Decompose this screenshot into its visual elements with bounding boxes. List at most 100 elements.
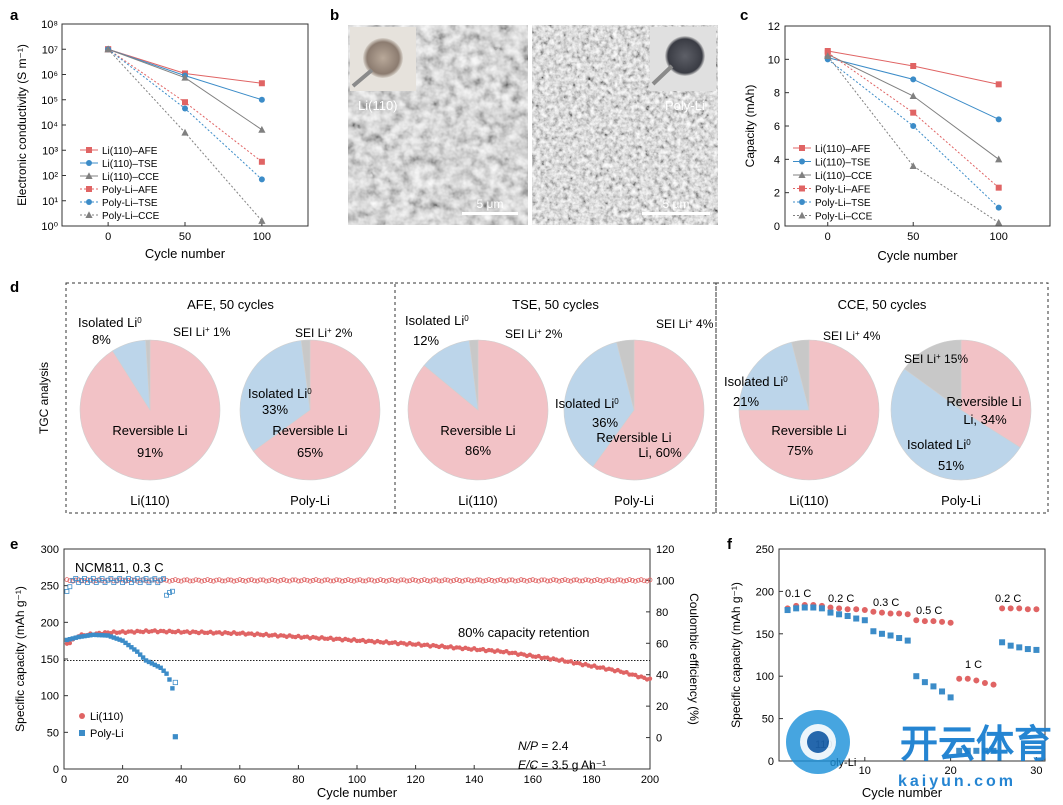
slice-label-isolated: Isolated Li0	[724, 374, 788, 389]
slice-label-isolated: Isolated Li0	[907, 437, 971, 452]
chart-a-conductivity: 10⁰ 10¹ 10² 10³ 10⁴ 10⁵ 10⁶ 10⁷ 10⁸ 0 50 100 Cycle n…	[15, 19, 309, 261]
slice-label-reversible: Reversible Li	[112, 423, 187, 438]
slice-pct-isolated: 36%	[592, 415, 618, 430]
pie-slice-sei	[903, 339, 962, 411]
data-point	[1024, 646, 1031, 653]
slice-pct-reversible: 65%	[297, 445, 323, 460]
capacity-point-polyli	[146, 659, 152, 665]
data-point	[995, 81, 1002, 88]
ce-point-li110	[436, 578, 442, 584]
y-tick-label: 0	[774, 221, 780, 233]
ce-point-li110	[612, 578, 618, 584]
ce-point-li110	[275, 578, 281, 584]
ce-point-li110	[254, 578, 260, 584]
legend-marker	[86, 199, 92, 205]
ce-point-li110	[524, 578, 530, 584]
data-point	[913, 617, 920, 624]
ce-point-li110	[504, 578, 509, 584]
legend-label: Poly-Li–CCE	[815, 212, 873, 223]
ce-point-li110	[404, 578, 410, 584]
legend-marker	[86, 186, 92, 192]
legend-marker	[798, 211, 806, 219]
ce-point-li110	[205, 577, 210, 583]
pie-slice-reversible	[960, 339, 1032, 448]
ce-point-polyli	[155, 580, 161, 586]
x-tick-label: 0	[61, 774, 67, 786]
capacity-point-polyli	[108, 634, 114, 639]
ce-point-li110	[328, 578, 334, 584]
data-point	[947, 619, 954, 626]
ce-point-li110	[363, 578, 369, 584]
data-point	[824, 52, 832, 59]
y-tick-label: 150	[41, 654, 59, 666]
ce-point-li110	[486, 577, 492, 583]
y-tick-label: 250	[756, 544, 774, 556]
x-axis-label: Cycle number	[145, 246, 226, 261]
y-tick-label: 0	[53, 764, 59, 776]
slice-pct-reversible: 91%	[137, 445, 163, 460]
ce-point-li110	[416, 578, 421, 584]
ce-point-li110	[67, 578, 73, 584]
slice-label-sei: SEI Li+ 4%	[656, 317, 714, 332]
y2-tick-label: 40	[656, 670, 668, 682]
ce-point-li110	[383, 578, 389, 584]
slice-label-sei: SEI Li+ 4%	[823, 329, 881, 344]
data-point	[973, 677, 980, 684]
x-tick-label: 80	[292, 774, 304, 786]
data-point	[973, 747, 980, 754]
rate-label: 1 C	[965, 659, 982, 671]
pie-slice-sei	[300, 339, 311, 411]
data-point	[258, 96, 265, 103]
ce-point-li110	[187, 578, 193, 584]
ce-point-polyli	[82, 576, 87, 581]
data-point	[909, 92, 917, 99]
ce-point-li110	[454, 577, 460, 583]
x-tick-label: 180	[582, 774, 600, 786]
capacity-point-polyli	[137, 652, 143, 657]
capacity-point-polyli	[123, 640, 128, 646]
capacity-point-polyli	[161, 668, 166, 673]
legend-marker	[85, 172, 93, 179]
y-axis-label: Electronic conductivity (S m⁻¹)	[15, 44, 29, 206]
panel-label-c: c	[740, 7, 748, 24]
pie-slice-isolated	[890, 368, 1021, 481]
data-point	[1016, 644, 1023, 651]
data-point	[981, 679, 988, 686]
ce-point-li110	[553, 577, 559, 583]
data-point	[956, 747, 963, 754]
x-tick-label: 100	[348, 774, 366, 786]
ce-point-li110	[90, 578, 96, 584]
ce-point-polyli	[126, 576, 131, 581]
ce-point-li110	[392, 578, 398, 584]
chart-e-cycling: 0 50 100 150 200 250 300 0 20 40 60 80 100 120 0 20 40 60…	[13, 544, 701, 800]
ce-point-li110	[603, 577, 609, 583]
legend-label: Poly-Li–TSE	[102, 198, 158, 209]
data-point	[878, 609, 885, 616]
y2-tick-label: 80	[656, 607, 668, 619]
ce-point-li110	[348, 578, 354, 583]
ce-point-li110	[477, 577, 483, 583]
capacity-point-polyli	[135, 649, 140, 654]
ce-point-li110	[260, 577, 266, 583]
legend-marker	[86, 147, 92, 153]
ce-point-li110	[331, 578, 336, 584]
ce-point-li110	[480, 578, 486, 584]
data-point	[810, 604, 817, 611]
legend-label: Li(110)–CCE	[102, 172, 159, 183]
data-point	[956, 675, 963, 682]
data-point	[921, 618, 928, 625]
ce-point-li110	[389, 577, 395, 583]
rate-label: 0.5 C	[916, 605, 942, 617]
capacity-point-polyli	[85, 633, 90, 638]
ce-point-li110	[240, 578, 246, 583]
y2-tick-label: 20	[656, 701, 668, 713]
legend-marker	[86, 160, 92, 166]
ce-point-li110	[228, 577, 234, 583]
ce-point-li110	[527, 577, 533, 583]
data-point	[104, 45, 112, 53]
ce-point-li110	[533, 578, 539, 584]
capacity-point-polyli	[67, 637, 73, 642]
ce-point-li110	[120, 577, 125, 583]
legend-label: Poly-Li–AFE	[102, 185, 158, 196]
annotation-retention: 80% capacity retention	[458, 625, 590, 640]
